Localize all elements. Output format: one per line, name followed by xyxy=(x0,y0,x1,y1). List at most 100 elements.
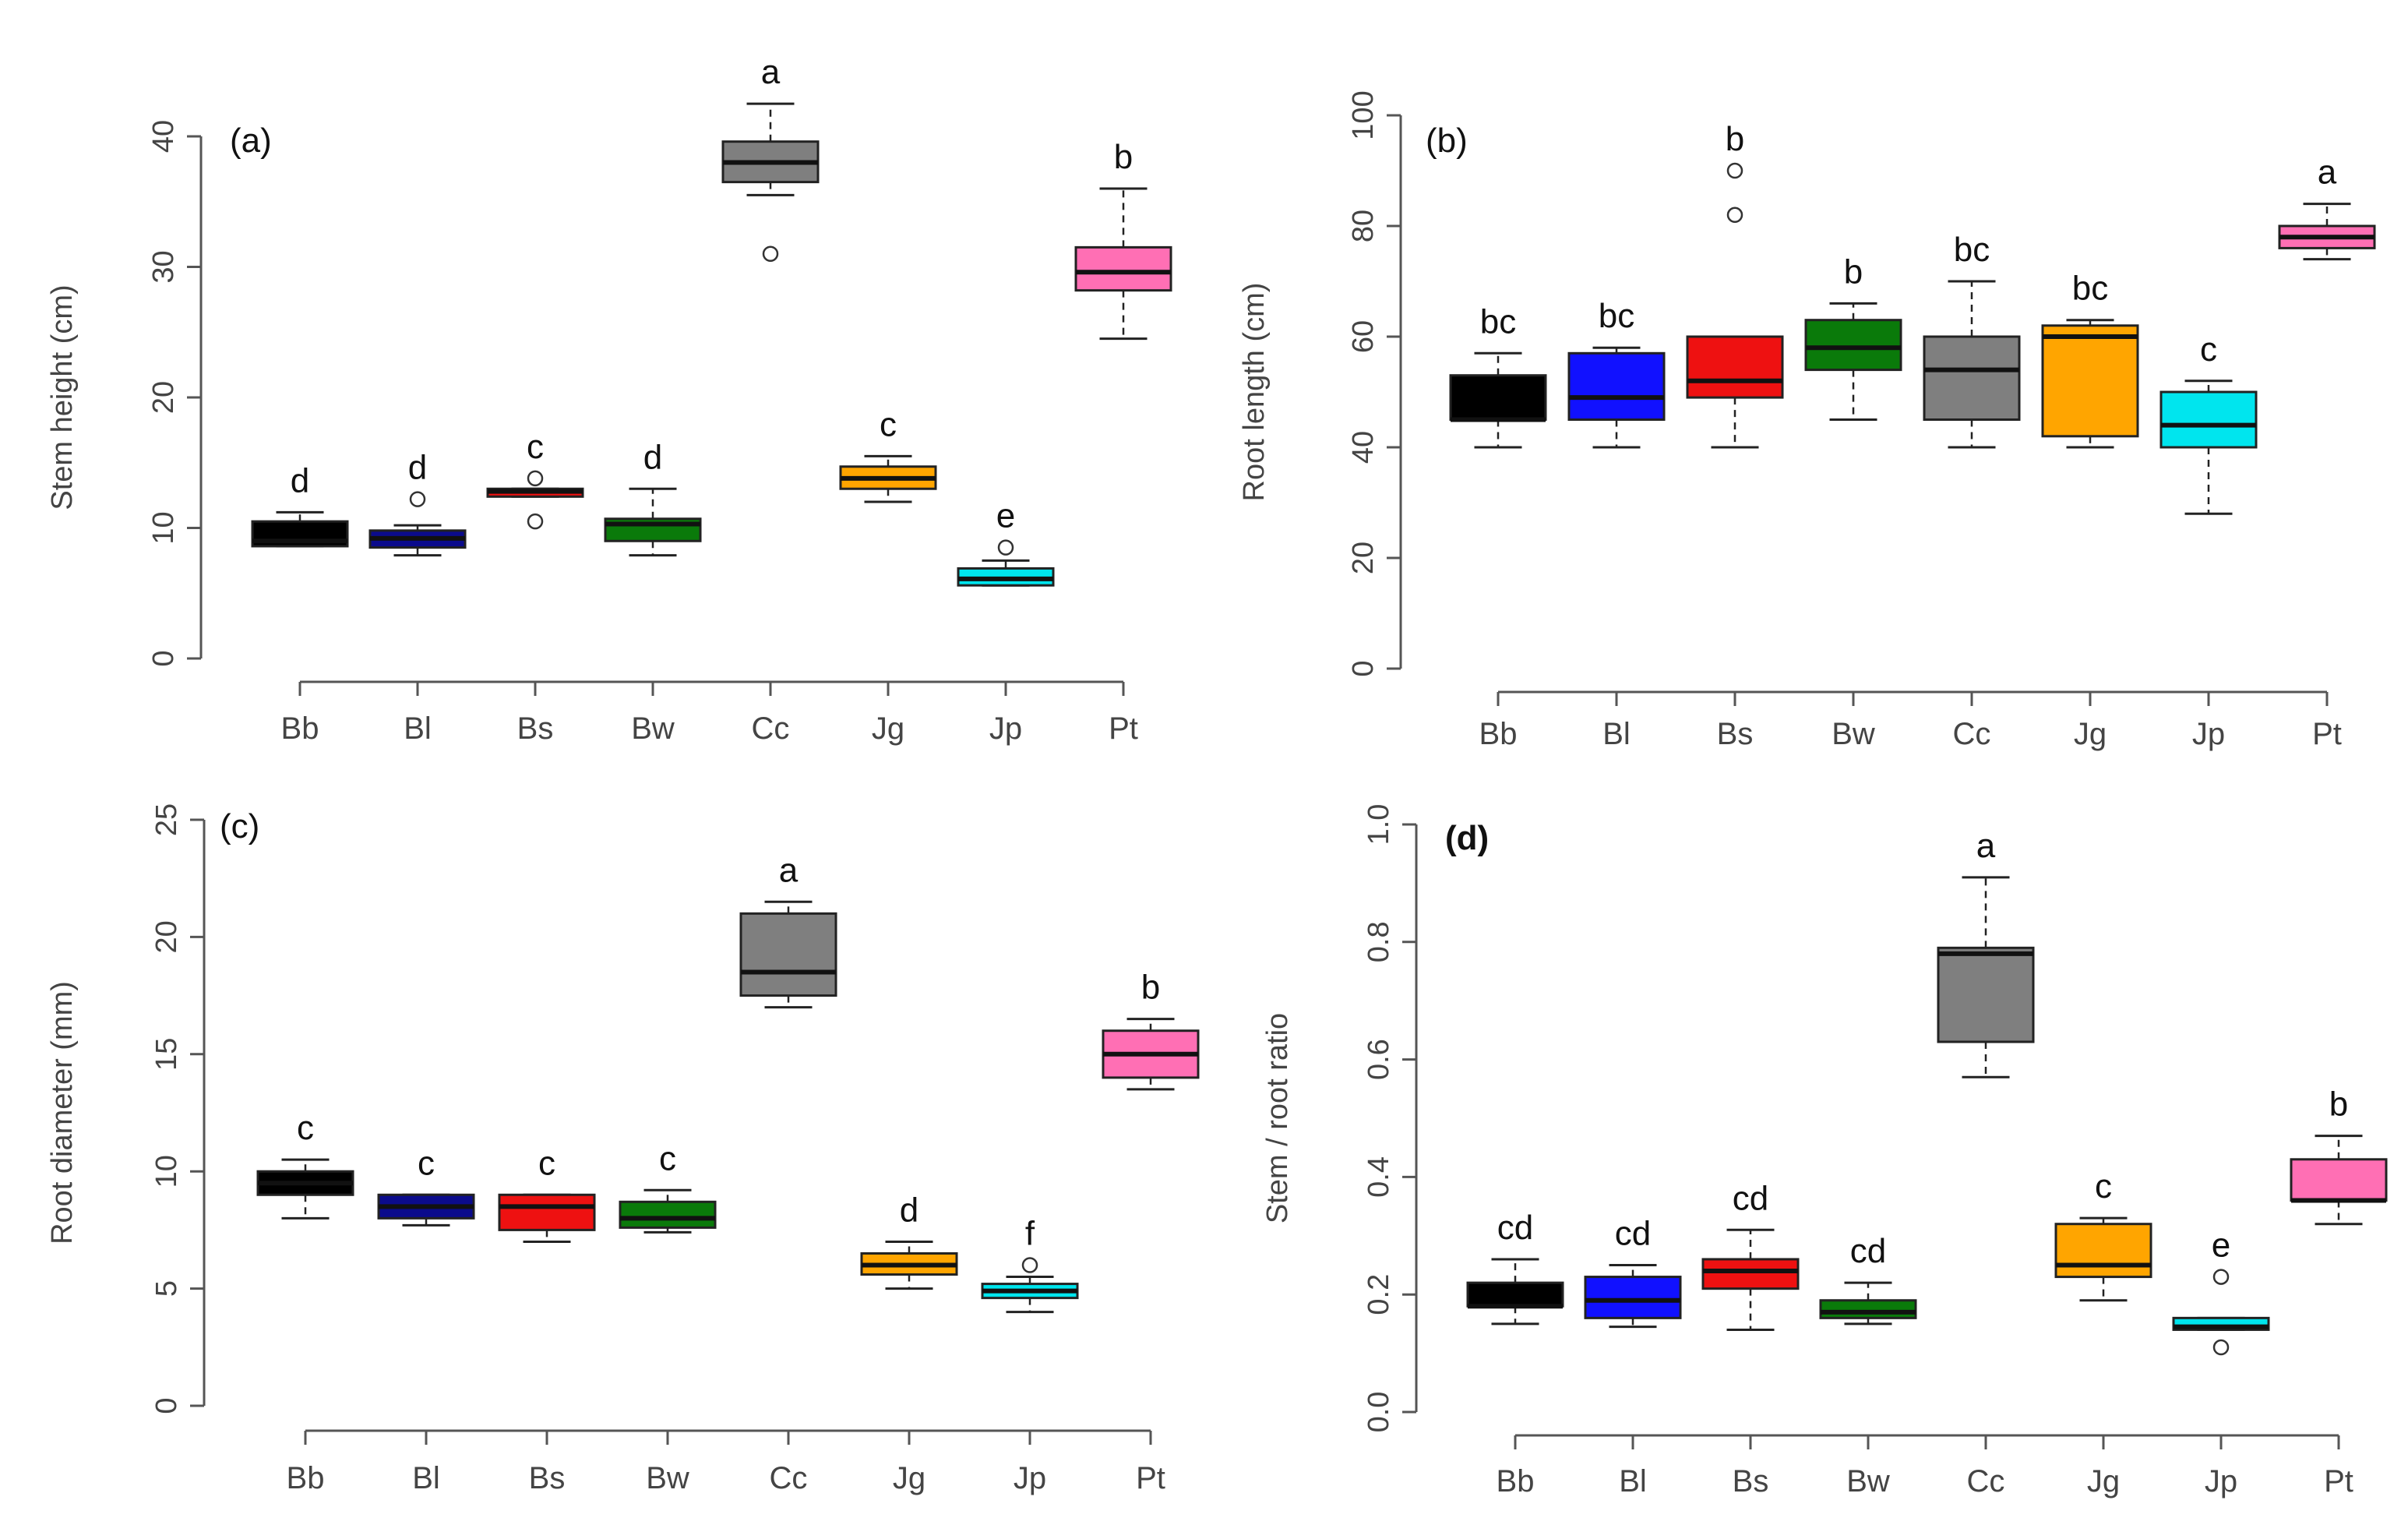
box-body xyxy=(1074,245,1172,292)
panel-label: (a) xyxy=(230,122,272,160)
outlier-point xyxy=(997,539,1014,556)
significance-letter: bc xyxy=(2072,270,2108,308)
significance-letter: bc xyxy=(1480,302,1516,341)
box-body xyxy=(1466,1281,1564,1308)
box-Cc: a xyxy=(739,851,837,1009)
box-Bb: bc xyxy=(1449,302,1547,449)
outlier-point xyxy=(527,470,544,487)
x-tick-label: Bl xyxy=(404,711,432,746)
significance-letter: d xyxy=(291,461,309,500)
x-tick-label: Bs xyxy=(529,1461,566,1495)
box-Bb: c xyxy=(256,1109,354,1220)
box-Bw: cd xyxy=(1819,1232,1917,1326)
box-body xyxy=(2041,324,2139,438)
outlier-point xyxy=(2212,1269,2230,1285)
x-tick-label: Bw xyxy=(1832,717,1875,751)
x-tick-label: Bw xyxy=(1846,1464,1890,1499)
box-Pt: a xyxy=(2278,154,2376,261)
significance-letter: e xyxy=(996,497,1015,535)
y-tick-label: 1.0 xyxy=(1363,804,1395,845)
x-tick-label: Bl xyxy=(1602,717,1631,751)
box-Cc: bc xyxy=(1923,231,2021,449)
y-tick-label: 0.2 xyxy=(1363,1274,1395,1315)
significance-letter: c xyxy=(659,1139,676,1177)
outlier-point xyxy=(1726,162,1743,179)
x-tick-label: Bw xyxy=(631,711,675,746)
panel-b: 0 20 40 60 80 100 Root length (cm) (b) Bb Bl Bs Bw C… xyxy=(1238,90,2376,751)
box-Jg: bc xyxy=(2041,270,2139,449)
y-tick-label: 10 xyxy=(147,511,180,544)
y-tick-label: 0 xyxy=(147,650,180,666)
y-axis-title: Stem / root ratio xyxy=(1261,1013,1294,1223)
outlier-point xyxy=(1726,207,1743,224)
panel-c: 0 5 10 15 20 25 Root diameter (mm) (c) Bb Bl Bs Bw C… xyxy=(46,803,1200,1495)
box-body xyxy=(498,1193,596,1231)
box-Bb: d xyxy=(251,461,349,548)
significance-letter: bc xyxy=(1599,297,1634,335)
box-Jp: e xyxy=(957,497,1055,587)
box-Bl: cd xyxy=(1584,1215,1682,1329)
box-body xyxy=(1701,1258,1800,1290)
y-tick-label: 60 xyxy=(1347,320,1380,353)
x-tick-label: Jp xyxy=(2192,717,2225,751)
y-tick-label: 80 xyxy=(1347,210,1380,242)
significance-letter: a xyxy=(2318,154,2337,192)
significance-letter: c xyxy=(880,405,897,443)
x-tick-label: Bs xyxy=(517,711,554,746)
significance-letter: e xyxy=(2212,1227,2230,1265)
significance-letter: cd xyxy=(1615,1215,1651,1253)
significance-letter: b xyxy=(2329,1086,2348,1124)
panel-label: (c) xyxy=(220,807,259,845)
x-tick-label: Bb xyxy=(281,711,319,746)
x-tick-label: Jg xyxy=(2074,717,2107,751)
x-tick-label: Bb xyxy=(1497,1464,1535,1499)
box-Bb: cd xyxy=(1466,1209,1564,1326)
box-Bw: b xyxy=(1804,252,1902,421)
x-tick-label: Pt xyxy=(2312,717,2342,751)
box-Jg: d xyxy=(860,1191,958,1290)
significance-letter: d xyxy=(643,438,662,476)
x-tick-label: Bs xyxy=(1717,717,1754,751)
x-tick-label: Cc xyxy=(1967,1464,2005,1499)
x-tick-label: Pt xyxy=(1136,1461,1165,1495)
box-body xyxy=(1449,374,1547,422)
x-tick-label: Bw xyxy=(646,1461,689,1495)
box-Pt: b xyxy=(1074,138,1172,341)
box-body xyxy=(1567,351,1666,421)
y-tick-label: 20 xyxy=(1347,542,1380,574)
box-body xyxy=(619,1200,717,1229)
x-tick-label: Cc xyxy=(770,1461,808,1495)
y-tick-label: 0.0 xyxy=(1363,1392,1395,1433)
box-Jp: f xyxy=(981,1215,1079,1314)
box-Jp: c xyxy=(2159,330,2258,515)
significance-letter: c xyxy=(2200,330,2217,369)
box-body xyxy=(1937,946,2035,1043)
box-Bl: bc xyxy=(1567,297,1666,449)
significance-letter: cd xyxy=(1850,1232,1886,1270)
y-tick-label: 30 xyxy=(147,250,180,283)
box-Bs: cd xyxy=(1701,1179,1800,1331)
panel-label: (b) xyxy=(1426,122,1468,160)
y-tick-label: 0.6 xyxy=(1363,1039,1395,1080)
box-Bs: c xyxy=(486,428,584,530)
y-tick-label: 0.4 xyxy=(1363,1156,1395,1198)
y-tick-label: 20 xyxy=(150,920,183,953)
significance-letter: a xyxy=(1976,827,1996,865)
outlier-point xyxy=(527,513,544,530)
x-tick-label: Bl xyxy=(412,1461,440,1495)
box-body xyxy=(1584,1276,1682,1319)
significance-letter: b xyxy=(1844,252,1863,291)
box-Bs: b xyxy=(1686,120,1784,449)
outlier-point xyxy=(2212,1339,2230,1356)
x-tick-label: Pt xyxy=(2324,1464,2353,1499)
significance-letter: b xyxy=(1726,120,1744,158)
box-Bw: d xyxy=(604,438,702,557)
significance-letter: cd xyxy=(1733,1179,1768,1217)
box-body xyxy=(1819,1299,1917,1319)
x-tick-label: Pt xyxy=(1109,711,1138,746)
y-tick-label: 0 xyxy=(150,1397,183,1414)
significance-letter: f xyxy=(1025,1215,1035,1253)
significance-letter: a xyxy=(761,53,781,91)
box-body xyxy=(1686,335,1784,399)
